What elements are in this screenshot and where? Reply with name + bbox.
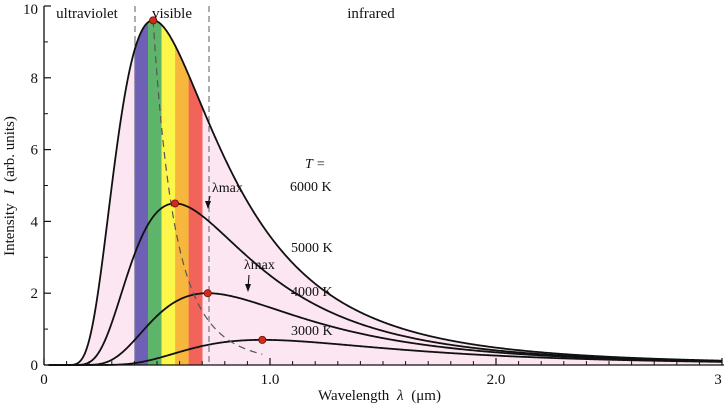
- curve-4000: [48, 292, 723, 366]
- temperature-header: T =: [305, 157, 325, 172]
- y-tick-label-0: 0: [31, 358, 39, 374]
- spectrum-band-2: [147, 20, 162, 365]
- spectrum-band-3: [161, 20, 176, 365]
- y-tick-label-2: 4: [31, 214, 39, 230]
- series-label-3000: 3000 K: [291, 324, 333, 339]
- y-tick-label-3: 6: [31, 143, 39, 159]
- curves-group: [48, 19, 723, 366]
- spectrum-band-1: [134, 20, 149, 365]
- series-label-6000: 6000 K: [290, 180, 332, 195]
- x-tick-label-0: 0: [40, 372, 48, 388]
- x-tick-label-3: 3: [714, 372, 722, 388]
- x-axis-ticks: 0 1.0 2.0 3: [40, 358, 723, 388]
- region-label-infrared: infrared: [347, 6, 395, 22]
- y-tick-label-4: 8: [31, 71, 39, 87]
- spectrum-band-4: [175, 20, 189, 365]
- peak-marker-3000: [258, 335, 267, 344]
- curve-6000-fill: [48, 20, 722, 366]
- peak-markers-group: [149, 16, 267, 344]
- curve-3000: [48, 338, 723, 366]
- lambda-max-annotation-2: λmax: [244, 258, 275, 292]
- visible-spectrum-bands: [134, 20, 203, 365]
- series-label-4000: 4000 K: [291, 285, 333, 300]
- region-label-visible: visible: [152, 6, 192, 22]
- svg-text:λmax: λmax: [212, 181, 243, 196]
- spectrum-band-5: [188, 20, 203, 365]
- x-axis-title: Wavelength λ (μm): [318, 388, 441, 403]
- svg-text:Wavelength λ (μm): Wavelength λ (μm): [318, 388, 441, 403]
- x-tick-label-1: 1.0: [261, 372, 280, 388]
- curve-6000: [48, 19, 723, 366]
- region-label-ultraviolet: ultraviolet: [56, 6, 118, 22]
- y-tick-label-5: 10: [23, 2, 38, 18]
- svg-text:Intensity I (arb.: Intensity I (arb. units): [2, 116, 18, 256]
- svg-text:λmax: λmax: [244, 258, 275, 273]
- lambda-max-annotation-1: λmax: [205, 181, 243, 209]
- peak-marker-6000: [149, 16, 158, 25]
- x-tick-label-2: 2.0: [487, 372, 506, 388]
- y-tick-label-1: 2: [31, 286, 39, 302]
- wien-peak-locus-line: [152, 20, 263, 355]
- peak-marker-4000: [203, 289, 212, 298]
- y-axis-title: Intensity I (arb. units): [2, 116, 18, 256]
- series-label-5000: 5000 K: [291, 241, 333, 256]
- y-axis-ticks: 0 2 4 6 8 10: [23, 2, 51, 374]
- peak-marker-5000: [170, 199, 179, 208]
